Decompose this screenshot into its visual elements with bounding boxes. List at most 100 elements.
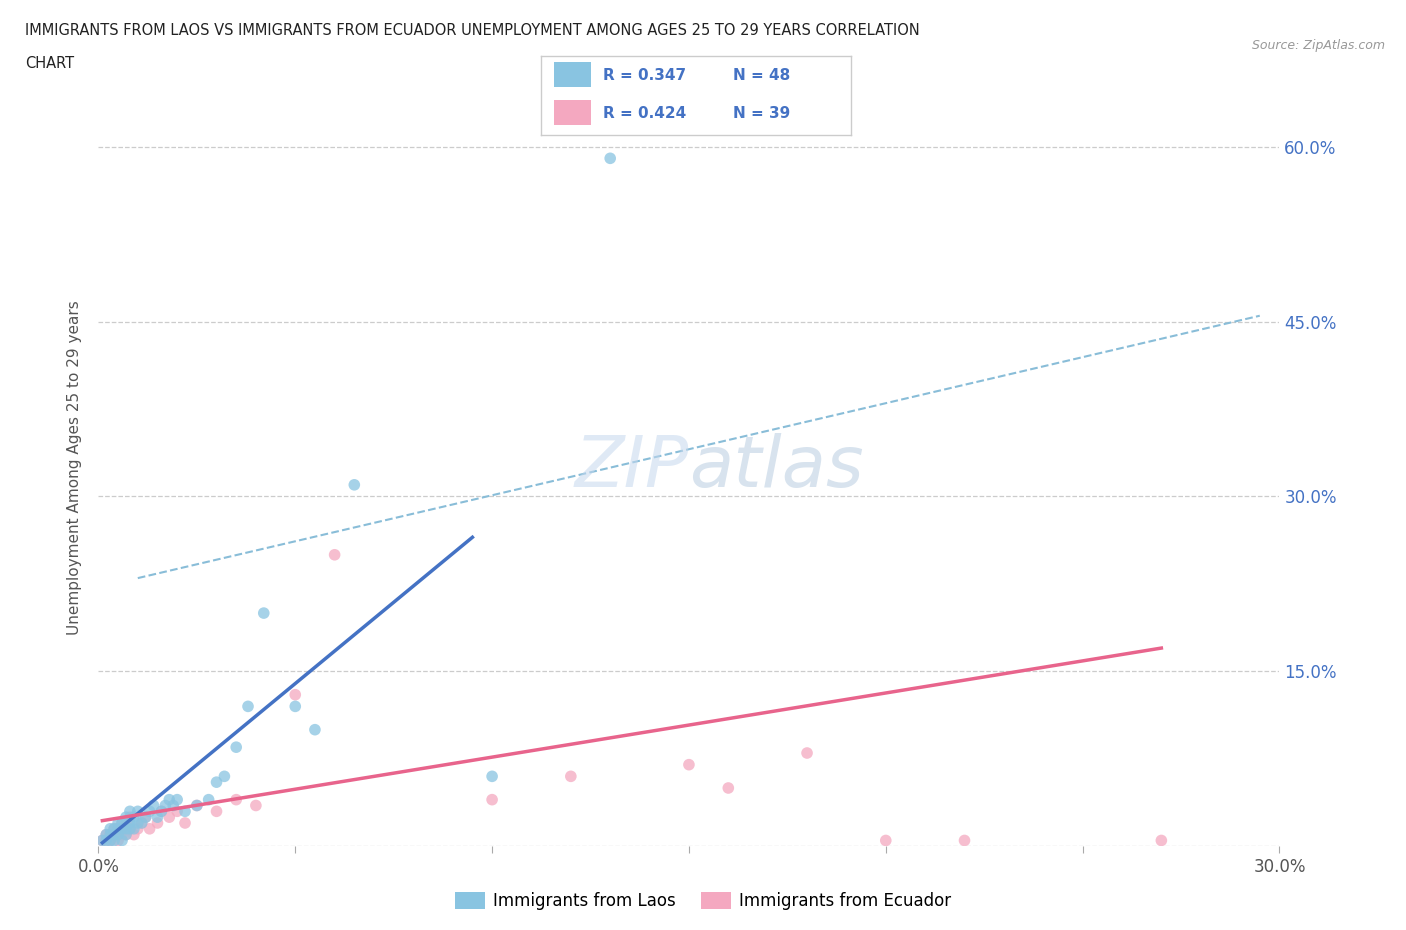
Point	[127, 816, 149, 830]
Point	[284, 699, 307, 714]
Text: CHART: CHART	[25, 56, 75, 71]
Text: atlas: atlas	[689, 432, 863, 502]
Point	[135, 810, 157, 825]
Point	[138, 804, 160, 818]
Point	[214, 769, 236, 784]
Text: Source: ZipAtlas.com: Source: ZipAtlas.com	[1251, 39, 1385, 52]
FancyBboxPatch shape	[554, 100, 591, 126]
Point	[98, 833, 121, 848]
Point	[91, 833, 114, 848]
Point	[122, 827, 145, 842]
Point	[253, 605, 276, 620]
Point	[103, 827, 125, 842]
Point	[118, 804, 141, 818]
Point	[96, 833, 118, 848]
Point	[560, 769, 582, 784]
Point	[111, 816, 134, 830]
Point	[127, 821, 149, 836]
Point	[107, 821, 129, 836]
Point	[111, 833, 134, 848]
Point	[284, 687, 307, 702]
Point	[875, 833, 897, 848]
Point	[115, 810, 138, 825]
Point	[107, 827, 129, 842]
Point	[150, 804, 173, 818]
Point	[103, 827, 125, 842]
Point	[98, 833, 121, 848]
Point	[162, 798, 184, 813]
Point	[157, 792, 180, 807]
Point	[481, 769, 503, 784]
Point	[205, 804, 228, 818]
Point	[115, 827, 138, 842]
Point	[142, 798, 165, 813]
Point	[103, 833, 125, 848]
Point	[157, 810, 180, 825]
Point	[103, 821, 125, 836]
Text: ZIP: ZIP	[575, 432, 689, 502]
Point	[205, 775, 228, 790]
Point	[131, 816, 153, 830]
Point	[118, 810, 141, 825]
Point	[146, 816, 169, 830]
Text: R = 0.424: R = 0.424	[603, 106, 686, 121]
Point	[131, 816, 153, 830]
Point	[481, 792, 503, 807]
FancyBboxPatch shape	[554, 62, 591, 87]
Point	[127, 804, 149, 818]
Point	[150, 804, 173, 818]
Point	[236, 699, 259, 714]
Point	[304, 723, 326, 737]
Point	[174, 816, 197, 830]
Point	[166, 804, 188, 818]
Point	[91, 833, 114, 848]
Point	[118, 816, 141, 830]
Point	[678, 757, 700, 772]
Point	[135, 810, 157, 825]
Point	[146, 810, 169, 825]
Point	[96, 833, 118, 848]
Point	[155, 798, 177, 813]
Point	[138, 821, 160, 836]
Point	[343, 477, 366, 492]
Point	[111, 821, 134, 836]
Point	[717, 780, 740, 795]
Point	[98, 827, 121, 842]
Point	[323, 548, 346, 563]
Point	[953, 833, 976, 848]
Point	[796, 746, 818, 761]
Point	[111, 827, 134, 842]
Point	[98, 827, 121, 842]
Y-axis label: Unemployment Among Ages 25 to 29 years: Unemployment Among Ages 25 to 29 years	[67, 300, 83, 634]
Point	[115, 827, 138, 842]
Point	[122, 821, 145, 836]
Point	[599, 151, 621, 166]
Point	[107, 833, 129, 848]
Point	[111, 816, 134, 830]
Point	[118, 821, 141, 836]
Point	[174, 804, 197, 818]
Text: R = 0.347: R = 0.347	[603, 68, 686, 83]
Point	[96, 827, 118, 842]
Point	[186, 798, 208, 813]
Text: IMMIGRANTS FROM LAOS VS IMMIGRANTS FROM ECUADOR UNEMPLOYMENT AMONG AGES 25 TO 29: IMMIGRANTS FROM LAOS VS IMMIGRANTS FROM …	[25, 23, 920, 38]
Point	[96, 827, 118, 842]
Point	[225, 739, 247, 754]
Point	[98, 821, 121, 836]
Point	[225, 792, 247, 807]
Point	[245, 798, 267, 813]
Point	[115, 821, 138, 836]
Point	[1150, 833, 1173, 848]
Point	[122, 810, 145, 825]
Text: N = 39: N = 39	[733, 106, 790, 121]
Point	[186, 798, 208, 813]
Point	[107, 821, 129, 836]
Point	[115, 816, 138, 830]
Point	[118, 821, 141, 836]
Text: N = 48: N = 48	[733, 68, 790, 83]
Point	[166, 792, 188, 807]
Point	[107, 816, 129, 830]
Legend: Immigrants from Laos, Immigrants from Ecuador: Immigrants from Laos, Immigrants from Ec…	[449, 885, 957, 917]
Point	[197, 792, 219, 807]
Point	[103, 821, 125, 836]
